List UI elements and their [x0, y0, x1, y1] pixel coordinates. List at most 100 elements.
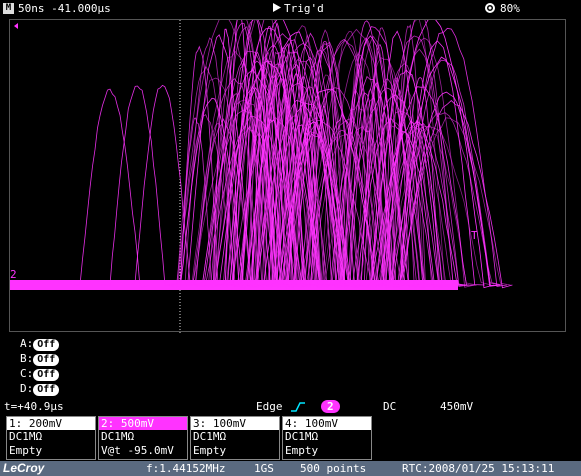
- battery-level: 80%: [500, 2, 520, 15]
- math-channel-b[interactable]: B: Off: [20, 351, 60, 366]
- waveform-trace: [375, 88, 425, 289]
- waveform-trace: [361, 121, 431, 288]
- trigger-info-line: t=+40.9µs Edge 2 DC 450mV: [0, 400, 581, 414]
- channel-2-coupling: DC1MΩ: [101, 430, 135, 443]
- waveform-trace: [237, 100, 284, 286]
- channel-3-cell[interactable]: 3: 100mV DC1MΩ Empty: [190, 416, 280, 460]
- channel-1-coupling: DC1MΩ: [9, 430, 43, 443]
- waveform-trace: [182, 78, 287, 288]
- channel-3-coupling: DC1MΩ: [193, 430, 227, 443]
- waveform-trace: [381, 89, 435, 288]
- trigger-level[interactable]: 450mV: [440, 400, 474, 413]
- waveform-trace: [375, 48, 464, 288]
- waveform-trace: [169, 117, 222, 288]
- waveform-trace: [243, 74, 304, 287]
- waveform-trace: [236, 31, 355, 286]
- bottom-status-bar: LeCroy f:1.44152MHz 1GS 500 points RTC:2…: [0, 461, 581, 476]
- waveform-trace: [215, 20, 264, 288]
- brand-logo: LeCroy: [3, 461, 45, 475]
- play-triangle-icon: [272, 2, 282, 16]
- trigger-coupling[interactable]: DC: [383, 400, 397, 413]
- off-badge: Off: [33, 369, 60, 381]
- waveform-trace: [229, 20, 330, 287]
- channel-4-extra: Empty: [285, 444, 319, 457]
- trigger-position-marker: [14, 23, 18, 29]
- waveform-trace: [195, 116, 314, 287]
- waveform-trace: [177, 34, 261, 287]
- channel-1-cell[interactable]: 1: 200mV DC1MΩ Empty: [6, 416, 96, 460]
- waveform-trace: [203, 22, 280, 288]
- waveform-trace: [361, 30, 434, 288]
- waveform-trace: [182, 99, 308, 286]
- waveform-trace: [313, 103, 402, 286]
- waveform-trace: [330, 124, 398, 288]
- waveform-trace: [259, 42, 314, 286]
- waveform-trace: [368, 125, 492, 286]
- channel-2-cell[interactable]: 2: 500mV DC1MΩ V@t -95.0mV: [98, 416, 188, 460]
- trigger-status[interactable]: Trig'd: [284, 2, 324, 15]
- waveform-trace: [379, 112, 503, 286]
- waveform-trace: [261, 119, 382, 286]
- gear-icon: [484, 2, 496, 17]
- math-channel-list: A: Off B: Off C: Off D: Off: [20, 336, 60, 396]
- waveform-trace: [167, 114, 244, 287]
- channel-2-header: 2: 500mV: [99, 417, 187, 430]
- channel-3-extra: Empty: [193, 444, 227, 457]
- waveform-trace: [351, 27, 414, 289]
- top-status-bar: M 50ns -41.000µs Trig'd 80%: [0, 0, 581, 18]
- waveform-trace: [275, 87, 395, 287]
- waveform-trace: [234, 51, 351, 289]
- waveform-trace: [209, 27, 331, 288]
- waveform-trace: [200, 93, 270, 286]
- waveform-trace: [389, 59, 501, 289]
- real-time-clock: RTC:2008/01/25 15:13:11: [402, 462, 555, 475]
- waveform-trace: [184, 117, 263, 286]
- trigger-source-badge[interactable]: 2: [321, 400, 340, 413]
- waveform-trace: [290, 74, 365, 289]
- waveform-trace: [375, 20, 464, 286]
- waveform-trace: [365, 86, 477, 286]
- channel-2-marker: 2: [10, 268, 17, 281]
- waveform-trace: [231, 45, 314, 286]
- waveform-trace: [314, 126, 412, 286]
- waveform-trace: [283, 45, 360, 287]
- waveform-trace: [69, 88, 151, 288]
- waveform-trace: [246, 60, 292, 287]
- math-channel-c[interactable]: C: Off: [20, 366, 60, 381]
- waveform-trace: [191, 109, 297, 289]
- channel-4-coupling: DC1MΩ: [285, 430, 319, 443]
- waveform-trace: [198, 20, 286, 288]
- trigger-type[interactable]: Edge: [256, 400, 283, 413]
- trigger-level-marker: T: [471, 229, 478, 242]
- waveform-trace: [257, 115, 328, 287]
- off-badge: Off: [33, 354, 60, 366]
- rising-edge-icon: [290, 401, 306, 416]
- off-badge: Off: [33, 339, 60, 351]
- timebase-readout[interactable]: 50ns -41.000µs: [18, 2, 111, 15]
- waveform-trace: [390, 125, 442, 287]
- channel-3-header: 3: 100mV: [191, 417, 279, 430]
- channel-1-header: 1: 200mV: [7, 417, 95, 430]
- waveform-trace: [246, 42, 360, 286]
- waveform-trace: [230, 57, 307, 288]
- waveform-trace: [170, 77, 261, 288]
- sample-rate: 1GS: [254, 462, 274, 475]
- mode-icon[interactable]: M: [3, 3, 14, 14]
- waveform-trace: [293, 28, 419, 287]
- waveform-display[interactable]: [9, 19, 566, 333]
- waveform-trace: [354, 44, 406, 287]
- waveform-trace: [99, 85, 176, 287]
- waveform-trace: [124, 84, 201, 286]
- math-channel-a[interactable]: A: Off: [20, 336, 60, 351]
- channel-4-cell[interactable]: 4: 100mV DC1MΩ Empty: [282, 416, 372, 460]
- waveform-trace: [337, 92, 394, 286]
- waveform-trace: [254, 62, 306, 286]
- math-channel-d[interactable]: D: Off: [20, 381, 60, 396]
- channel-2-extra: V@t -95.0mV: [101, 444, 174, 457]
- waveform-canvas: [10, 20, 513, 333]
- waveform-trace: [222, 20, 287, 287]
- waveform-trace: [390, 100, 513, 289]
- waveform-trace: [245, 59, 359, 286]
- record-length: 500 points: [300, 462, 367, 475]
- waveform-trace: [204, 60, 330, 288]
